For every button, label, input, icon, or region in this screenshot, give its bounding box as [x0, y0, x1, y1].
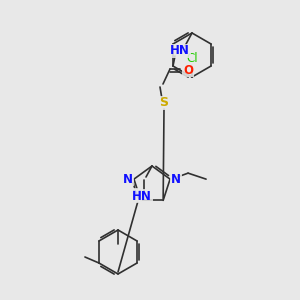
Text: O: O — [183, 64, 193, 76]
Text: N: N — [132, 189, 142, 202]
Text: S: S — [160, 97, 169, 110]
Text: N: N — [171, 172, 181, 186]
Text: HN: HN — [170, 44, 190, 58]
Text: N: N — [123, 172, 133, 186]
Text: Cl: Cl — [186, 52, 198, 65]
Text: HN: HN — [132, 190, 152, 202]
